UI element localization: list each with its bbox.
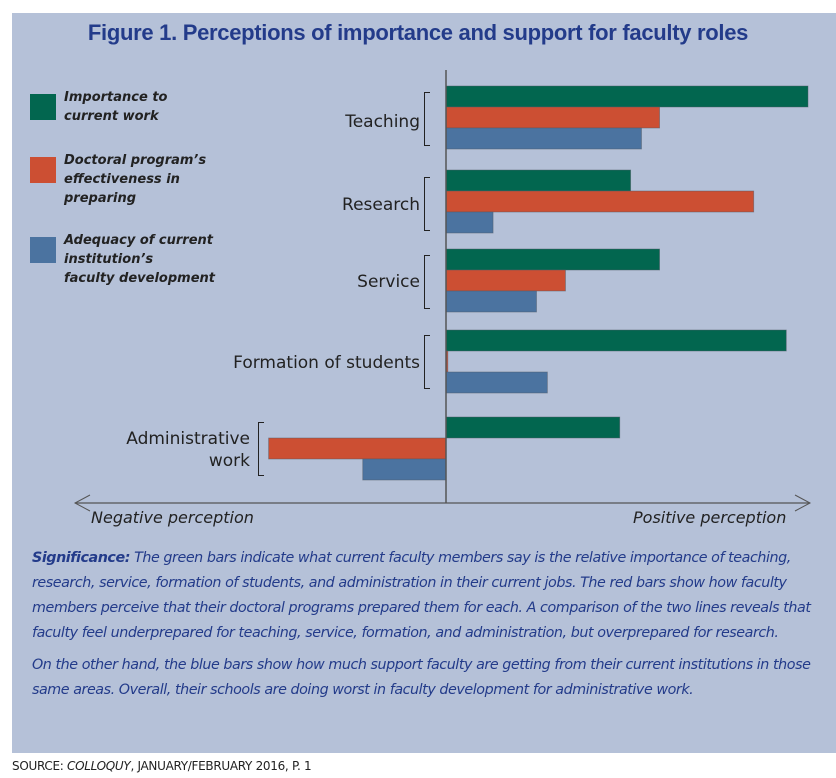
bar-research-doctoral (445, 190, 755, 213)
category-label-line: Research (342, 195, 420, 215)
source-suffix: , JANUARY/FEBRUARY 2016, P. 1 (130, 759, 312, 773)
bar-teaching-adequacy (445, 127, 642, 150)
category-bracket-research (424, 177, 430, 231)
legend-line: faculty development (64, 271, 215, 286)
category-label-line: work (208, 451, 250, 471)
bar-administrative-adequacy (362, 458, 447, 481)
bar-service-importance (445, 248, 660, 271)
significance-paragraph-2: On the other hand, the blue bars show ho… (32, 657, 811, 698)
bar-teaching-importance (445, 85, 809, 108)
legend-label-adequacy: Adequacy of current institution’s facult… (64, 231, 254, 288)
category-label-line: Administrative (126, 429, 250, 449)
significance-text: Significance: The green bars indicate wh… (32, 546, 812, 710)
bar-teaching-doctoral (445, 106, 660, 129)
category-label-research: Research (230, 194, 420, 216)
significance-body-1: The green bars indicate what current fac… (32, 550, 811, 641)
category-label-teaching: Teaching (230, 111, 420, 133)
chart-title: Figure 1. Perceptions of importance and … (87, 20, 749, 45)
bar-administrative-importance (445, 416, 621, 439)
arrow-right-icon (794, 494, 812, 512)
bar-research-importance (445, 169, 632, 192)
source-publication: COLLOQUY (67, 759, 131, 773)
bar-service-doctoral (445, 269, 566, 292)
bar-formation-adequacy (445, 371, 548, 394)
legend-line: Doctoral program’s (64, 153, 207, 168)
legend-label-doctoral: Doctoral program’s effectiveness in prep… (64, 151, 254, 208)
legend-line: Importance to (64, 90, 168, 105)
axis-label-negative: Negative perception (91, 508, 254, 527)
category-label-line: Service (357, 272, 420, 292)
category-label-administrative: Administrative work (60, 428, 250, 472)
axis-label-positive: Positive perception (633, 508, 787, 527)
source-prefix: SOURCE: (12, 759, 68, 773)
category-bracket-teaching (424, 92, 430, 146)
category-label-line: Teaching (345, 112, 420, 132)
significance-paragraph-1: Significance: The green bars indicate wh… (32, 546, 812, 646)
bar-research-adequacy (445, 211, 494, 234)
bar-administrative-doctoral (268, 437, 447, 460)
significance-lead: Significance: (32, 550, 130, 566)
legend-swatch-adequacy (30, 237, 56, 263)
legend-label-importance: Importance to current work (64, 88, 254, 126)
category-bracket-service (424, 255, 430, 309)
legend-line: Adequacy of current (64, 233, 214, 248)
bar-chart (73, 70, 812, 512)
source-citation: SOURCE: COLLOQUY, JANUARY/FEBRUARY 2016,… (12, 759, 312, 773)
bar-formation-importance (445, 329, 787, 352)
category-label-line: Formation of students (233, 353, 420, 373)
legend-line: current work (64, 109, 159, 124)
category-bracket-formation (424, 335, 430, 389)
bar-service-adequacy (445, 290, 537, 313)
category-label-service: Service (230, 271, 420, 293)
legend-line: institution’s (64, 252, 154, 267)
arrow-left-icon (73, 494, 91, 512)
category-bracket-administrative (258, 422, 264, 476)
legend-swatch-doctoral (30, 157, 56, 183)
legend-line: effectiveness in (64, 172, 180, 187)
legend-line: preparing (64, 191, 137, 206)
bars-group (268, 85, 809, 481)
legend-swatch-importance (30, 94, 56, 120)
category-label-formation: Formation of students (170, 352, 420, 374)
